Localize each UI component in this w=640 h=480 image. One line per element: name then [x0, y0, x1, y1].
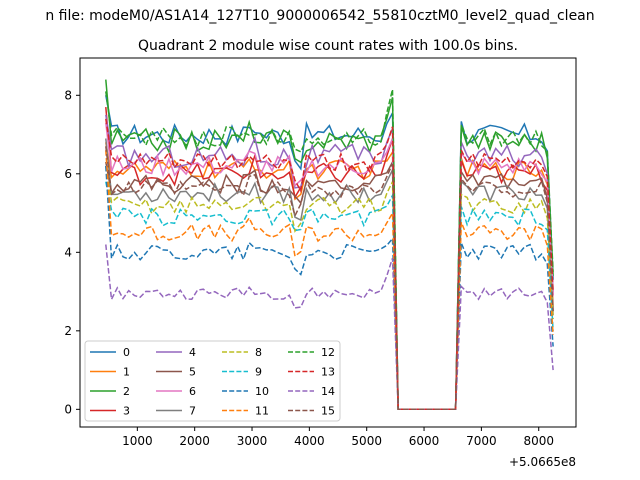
x-tick-label: 1000 — [122, 434, 153, 448]
legend-box — [84, 340, 341, 422]
x-tick-label: 2000 — [179, 434, 210, 448]
legend-label: 15 — [321, 405, 335, 418]
chart-title: Quadrant 2 module wise count rates with … — [138, 38, 518, 54]
series-line-15 — [105, 146, 554, 411]
legend-label: 4 — [189, 346, 196, 359]
plot-lines — [105, 79, 554, 411]
series-line-13 — [105, 118, 554, 411]
legend-label: 2 — [123, 385, 130, 398]
legend-label: 0 — [123, 346, 130, 359]
legend-label: 10 — [255, 385, 269, 398]
x-tick-label: 6000 — [409, 434, 440, 448]
legend-label: 9 — [255, 366, 262, 379]
legend-label: 11 — [255, 405, 269, 418]
y-tick-label: 0 — [64, 402, 72, 416]
figure-suptitle: n file: modeM0/AS1A14_127T10_9000006542_… — [45, 8, 594, 24]
x-offset-label: +5.0665e8 — [509, 455, 576, 469]
series-line-12 — [105, 89, 554, 411]
legend-label: 12 — [321, 346, 335, 359]
series-line-6 — [105, 122, 554, 411]
series-line-8 — [105, 165, 554, 411]
series-line-7 — [105, 138, 554, 411]
legend-label: 1 — [123, 366, 130, 379]
y-tick-label: 2 — [64, 324, 72, 338]
legend-label: 3 — [123, 405, 130, 418]
x-tick-label: 4000 — [294, 434, 325, 448]
series-line-1 — [105, 142, 554, 411]
axes-frame — [79, 57, 577, 428]
x-tick-label: 5000 — [351, 434, 382, 448]
legend-label: 14 — [321, 385, 335, 398]
x-axis: 1000 2000 3000 4000 5000 6000 7000 8000 — [122, 427, 554, 448]
y-tick-label: 8 — [64, 88, 72, 102]
x-tick-label: 7000 — [466, 434, 497, 448]
legend-label: 13 — [321, 366, 335, 379]
series-line-3 — [105, 107, 554, 411]
y-tick-label: 6 — [64, 167, 72, 181]
x-tick-label: 3000 — [237, 434, 268, 448]
y-tick-label: 4 — [64, 245, 72, 259]
legend-label: 8 — [255, 346, 262, 359]
y-axis: 0 2 4 6 8 — [64, 88, 80, 416]
series-line-2 — [105, 79, 554, 411]
legend-label: 7 — [189, 405, 196, 418]
legend-label: 6 — [189, 385, 196, 398]
legend-label: 5 — [189, 366, 196, 379]
x-tick-label: 8000 — [523, 434, 554, 448]
series-line-10 — [105, 165, 554, 411]
series-line-11 — [105, 150, 554, 411]
series-line-9 — [105, 181, 554, 411]
series-line-14 — [105, 244, 554, 411]
